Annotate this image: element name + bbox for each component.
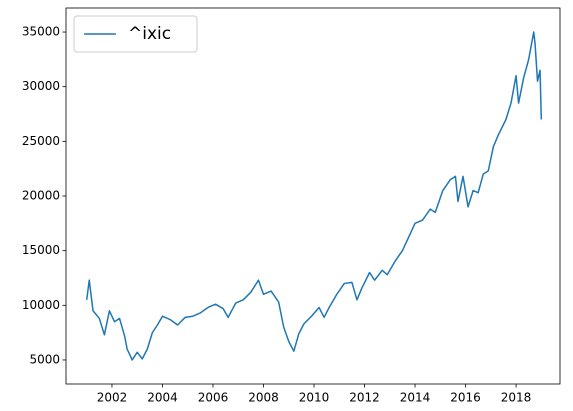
legend-label: ^ixic bbox=[128, 24, 171, 44]
legend-box bbox=[73, 15, 198, 53]
y-tick-label: 15000 bbox=[22, 243, 60, 257]
x-tick-label: 2016 bbox=[450, 391, 481, 405]
x-tick-label: 2018 bbox=[501, 391, 532, 405]
y-tick-label: 25000 bbox=[22, 134, 60, 148]
x-tick-label: 2010 bbox=[299, 391, 330, 405]
y-tick-label: 5000 bbox=[29, 352, 60, 366]
plot-frame bbox=[65, 7, 561, 385]
y-tick-label: 30000 bbox=[22, 79, 60, 93]
x-tick-label: 2004 bbox=[147, 391, 178, 405]
x-tick-label: 2014 bbox=[400, 391, 431, 405]
y-tick-label: 20000 bbox=[22, 189, 60, 203]
x-tick-label: 2008 bbox=[248, 391, 279, 405]
x-tick-label: 2002 bbox=[97, 391, 128, 405]
y-tick-label: 10000 bbox=[22, 298, 60, 312]
x-tick-label: 2006 bbox=[198, 391, 229, 405]
x-tick-label: 2012 bbox=[349, 391, 380, 405]
y-tick-label: 35000 bbox=[22, 25, 60, 39]
line bbox=[85, 31, 543, 361]
